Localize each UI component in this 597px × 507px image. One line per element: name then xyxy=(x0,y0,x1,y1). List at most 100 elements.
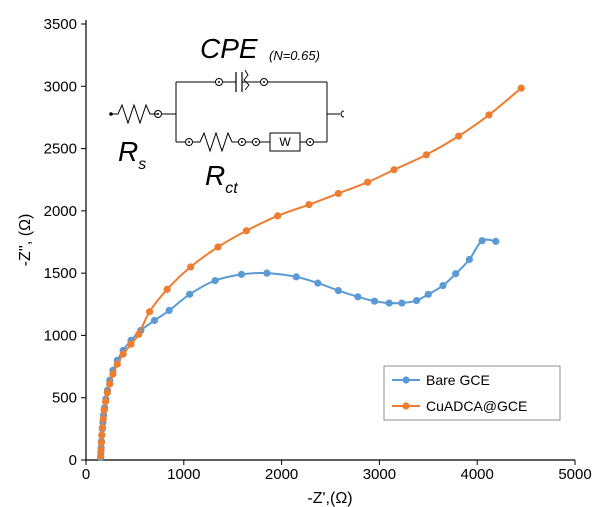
circuit-node-dot xyxy=(263,81,265,83)
legend-label: Bare GCE xyxy=(426,372,490,388)
data-point xyxy=(390,166,398,174)
circuit-node xyxy=(154,110,162,118)
series-line xyxy=(99,238,496,458)
y-tick-label: 1000 xyxy=(44,327,77,344)
data-point xyxy=(422,151,430,159)
legend-swatch-marker xyxy=(402,402,410,410)
equivalent-circuit-inset: W CPE (N=0.65) Rs Rct xyxy=(109,33,345,197)
cpe-label: CPE xyxy=(200,33,258,64)
x-axis-title: -Z',(Ω) xyxy=(307,490,352,507)
circuit-node xyxy=(215,78,223,86)
data-point xyxy=(97,446,105,454)
data-point xyxy=(237,270,246,278)
data-point xyxy=(354,293,362,301)
data-point xyxy=(452,270,460,278)
data-point xyxy=(292,273,300,281)
x-tick-label: 5000 xyxy=(558,466,591,483)
series-group xyxy=(97,84,525,462)
data-point xyxy=(163,285,171,293)
axis-ticks: 0 1000 2000 3000 4000 5000 0 500 1000 1500 2000 250… xyxy=(44,16,592,483)
data-point xyxy=(97,438,105,447)
data-point xyxy=(412,296,421,305)
data-point xyxy=(98,431,106,439)
data-point xyxy=(334,286,342,295)
data-point xyxy=(187,263,195,271)
data-point xyxy=(334,189,342,198)
data-point xyxy=(492,237,500,245)
data-point xyxy=(101,397,110,406)
data-point xyxy=(97,452,105,460)
y-tick-label: 1500 xyxy=(44,265,77,282)
legend-swatch-marker xyxy=(402,376,410,384)
x-tick-label: 3000 xyxy=(363,466,396,483)
x-tick-label: 4000 xyxy=(461,466,494,483)
data-point xyxy=(186,290,194,298)
x-tick-label: 2000 xyxy=(265,466,298,483)
data-point xyxy=(145,308,154,316)
data-point xyxy=(165,306,173,315)
warburg-label: W xyxy=(279,135,291,149)
data-point xyxy=(370,297,379,305)
circuit-terminal-right xyxy=(340,110,345,118)
circuit-node-dot xyxy=(218,81,220,83)
rct-label: Rct xyxy=(205,160,238,197)
data-point xyxy=(135,330,143,338)
data-point xyxy=(385,299,393,307)
data-point xyxy=(455,132,463,140)
data-point xyxy=(214,243,222,251)
data-point xyxy=(100,406,108,414)
cpe-zigzag-symbol xyxy=(243,69,250,91)
data-point xyxy=(98,424,107,432)
y-tick-label: 0 xyxy=(69,452,77,469)
y-tick-label: 500 xyxy=(52,390,77,407)
data-point xyxy=(263,269,271,277)
x-tick-label: 1000 xyxy=(167,466,200,483)
circuit-node xyxy=(185,138,193,146)
legend-items: Bare GCE CuADCA@GCE xyxy=(392,372,527,414)
circuit-node xyxy=(252,138,260,146)
data-point xyxy=(398,299,406,307)
data-point xyxy=(439,282,447,290)
data-point xyxy=(211,277,219,285)
legend-label: CuADCA@GCE xyxy=(426,398,527,414)
legend: Bare GCE CuADCA@GCE xyxy=(383,365,561,421)
data-point xyxy=(274,212,282,220)
circuit-node-dot xyxy=(255,141,257,143)
rs-resistor-symbol xyxy=(111,103,152,125)
data-point xyxy=(103,389,111,397)
data-point xyxy=(424,290,432,298)
rs-label: Rs xyxy=(118,136,146,173)
circuit-node xyxy=(306,138,314,146)
data-point xyxy=(150,316,159,325)
rct-resistor-symbol xyxy=(193,131,238,153)
data-point xyxy=(364,178,372,186)
data-point xyxy=(314,279,322,287)
x-tick-label: 0 xyxy=(82,466,90,483)
y-tick-label: 2500 xyxy=(44,141,77,158)
data-point xyxy=(242,227,250,235)
legend-box xyxy=(383,365,561,421)
data-point xyxy=(465,255,473,264)
data-point xyxy=(485,111,493,119)
y-tick-label: 2000 xyxy=(44,203,77,220)
circuit-node xyxy=(238,138,246,146)
data-point xyxy=(99,415,107,423)
data-point xyxy=(109,370,117,378)
data-point xyxy=(517,84,525,92)
y-axis-title: -Z'', (Ω) xyxy=(17,214,34,267)
circuit-node-dot xyxy=(309,141,311,143)
data-point xyxy=(478,237,486,245)
circuit-node-dot xyxy=(241,141,243,143)
data-point xyxy=(113,360,121,368)
circuit-node-dot xyxy=(157,113,159,115)
circuit-node-dot xyxy=(188,141,190,143)
circuit-node xyxy=(260,78,268,86)
y-tick-label: 3500 xyxy=(44,16,77,33)
y-tick-label: 3000 xyxy=(44,78,77,95)
data-point xyxy=(119,350,127,358)
data-point xyxy=(305,201,313,209)
cpe-note: (N=0.65) xyxy=(269,48,320,63)
data-point xyxy=(127,340,135,348)
data-point xyxy=(106,380,114,388)
